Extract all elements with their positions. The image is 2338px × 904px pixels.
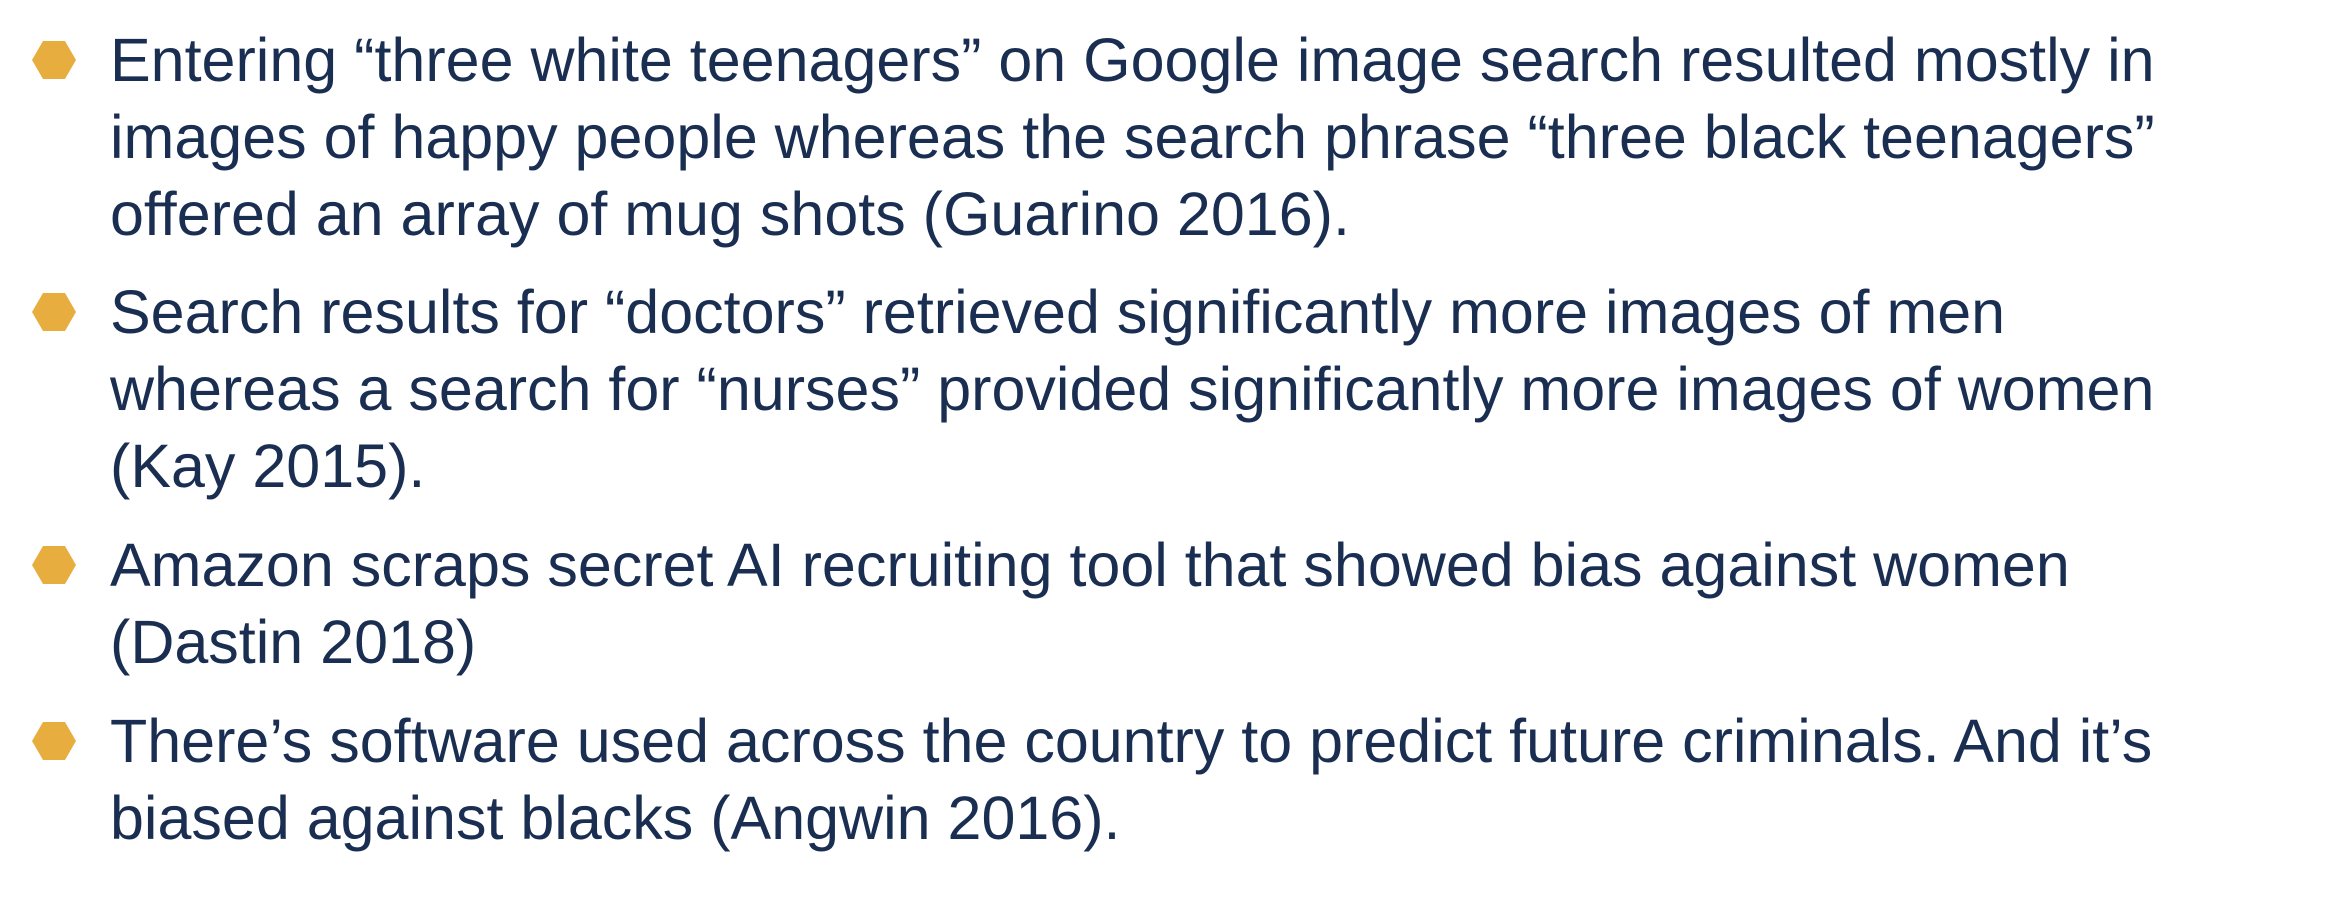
hexagon-bullet-icon bbox=[32, 546, 76, 584]
bullet-text: Amazon scraps secret AI recruiting tool … bbox=[110, 531, 2070, 676]
bullet-text: There’s software used across the country… bbox=[110, 707, 2153, 852]
hexagon-bullet-icon bbox=[32, 41, 76, 79]
bullet-text: Entering “three white teenagers” on Goog… bbox=[110, 26, 2155, 248]
hexagon-bullet-icon bbox=[32, 722, 76, 760]
bullet-text: Search results for “doctors” retrieved s… bbox=[110, 278, 2155, 500]
hexagon-bullet-icon bbox=[32, 293, 76, 331]
